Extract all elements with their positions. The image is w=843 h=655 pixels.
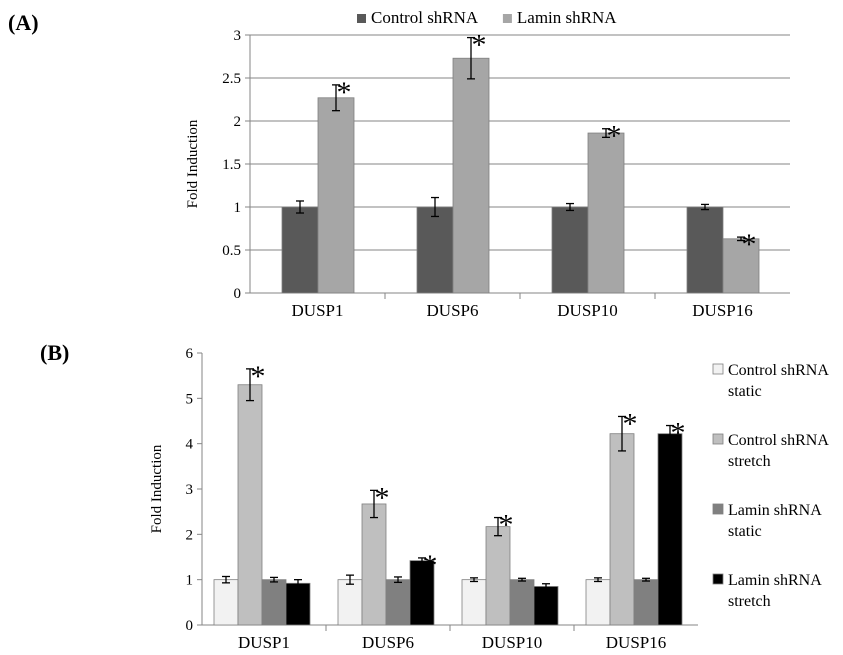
y-tick-label: 0 — [186, 618, 194, 634]
significance-mark: * — [251, 360, 266, 393]
y-tick-label: 1 — [234, 200, 242, 216]
bar — [452, 57, 490, 294]
panel-b-label: (B) — [40, 340, 70, 365]
y-tick-label: 2 — [186, 527, 194, 543]
bar — [551, 206, 589, 294]
legend-label: Lamin shRNA — [728, 572, 822, 589]
bar — [385, 579, 411, 626]
bar — [485, 526, 511, 626]
x-tick-label: DUSP10 — [557, 301, 617, 320]
bar — [213, 579, 239, 626]
legend-swatch — [502, 14, 512, 23]
bar — [285, 582, 311, 626]
y-tick-label: 2.5 — [222, 71, 241, 87]
legend-label: static — [728, 523, 762, 540]
legend-label: stretch — [728, 453, 771, 470]
bar — [609, 433, 635, 626]
y-tick-label: 6 — [186, 346, 194, 362]
legend-label: Lamin shRNA — [517, 8, 617, 27]
y-tick-label: 0.5 — [222, 243, 241, 259]
x-tick-label: DUSP6 — [362, 633, 414, 652]
bar — [633, 579, 659, 626]
y-axis-label: Fold Induction — [185, 119, 201, 208]
y-tick-label: 1.5 — [222, 157, 241, 173]
legend-label: Lamin shRNA — [728, 502, 822, 519]
bar — [281, 206, 319, 294]
bar — [585, 579, 611, 626]
legend-label: stretch — [728, 593, 771, 610]
y-tick-label: 3 — [234, 28, 242, 44]
significance-mark: * — [671, 417, 686, 450]
bar — [261, 579, 287, 626]
bar — [317, 97, 355, 294]
bar — [409, 560, 435, 626]
legend-label: static — [728, 383, 762, 400]
bar — [237, 384, 263, 626]
legend-label: Control shRNA — [371, 8, 479, 27]
legend-swatch — [712, 363, 724, 375]
legend-label: Control shRNA — [728, 362, 829, 379]
x-tick-label: DUSP1 — [238, 633, 290, 652]
y-tick-label: 0 — [234, 286, 242, 302]
legend-swatch — [357, 14, 366, 23]
legend-swatch — [712, 573, 724, 585]
bar — [533, 586, 559, 626]
significance-mark: * — [607, 120, 622, 153]
bar — [587, 132, 625, 294]
significance-mark: * — [375, 481, 390, 514]
bar — [509, 579, 535, 626]
y-tick-label: 4 — [186, 437, 194, 453]
significance-mark: * — [742, 228, 757, 261]
bar — [461, 579, 487, 626]
bar — [361, 503, 387, 626]
significance-mark: * — [623, 407, 638, 440]
x-tick-label: DUSP10 — [482, 633, 542, 652]
legend-label: Control shRNA — [728, 432, 829, 449]
significance-mark: * — [423, 549, 438, 582]
y-tick-label: 3 — [186, 482, 194, 498]
x-tick-label: DUSP16 — [606, 633, 666, 652]
y-tick-label: 5 — [186, 391, 194, 407]
bar — [657, 433, 683, 626]
x-tick-label: DUSP1 — [292, 301, 344, 320]
bar — [686, 206, 724, 294]
x-tick-label: DUSP16 — [692, 301, 752, 320]
y-tick-label: 1 — [186, 573, 194, 589]
significance-mark: * — [472, 29, 487, 62]
y-tick-label: 2 — [234, 114, 242, 130]
significance-mark: * — [337, 76, 352, 109]
bar — [722, 238, 760, 294]
panel-a-label: (A) — [8, 10, 39, 35]
significance-mark: * — [499, 509, 514, 542]
bar — [337, 579, 363, 626]
bar — [416, 206, 454, 294]
legend-swatch — [712, 503, 724, 515]
x-tick-label: DUSP6 — [427, 301, 479, 320]
legend-swatch — [712, 433, 724, 445]
y-axis-label: Fold Induction — [149, 444, 165, 533]
